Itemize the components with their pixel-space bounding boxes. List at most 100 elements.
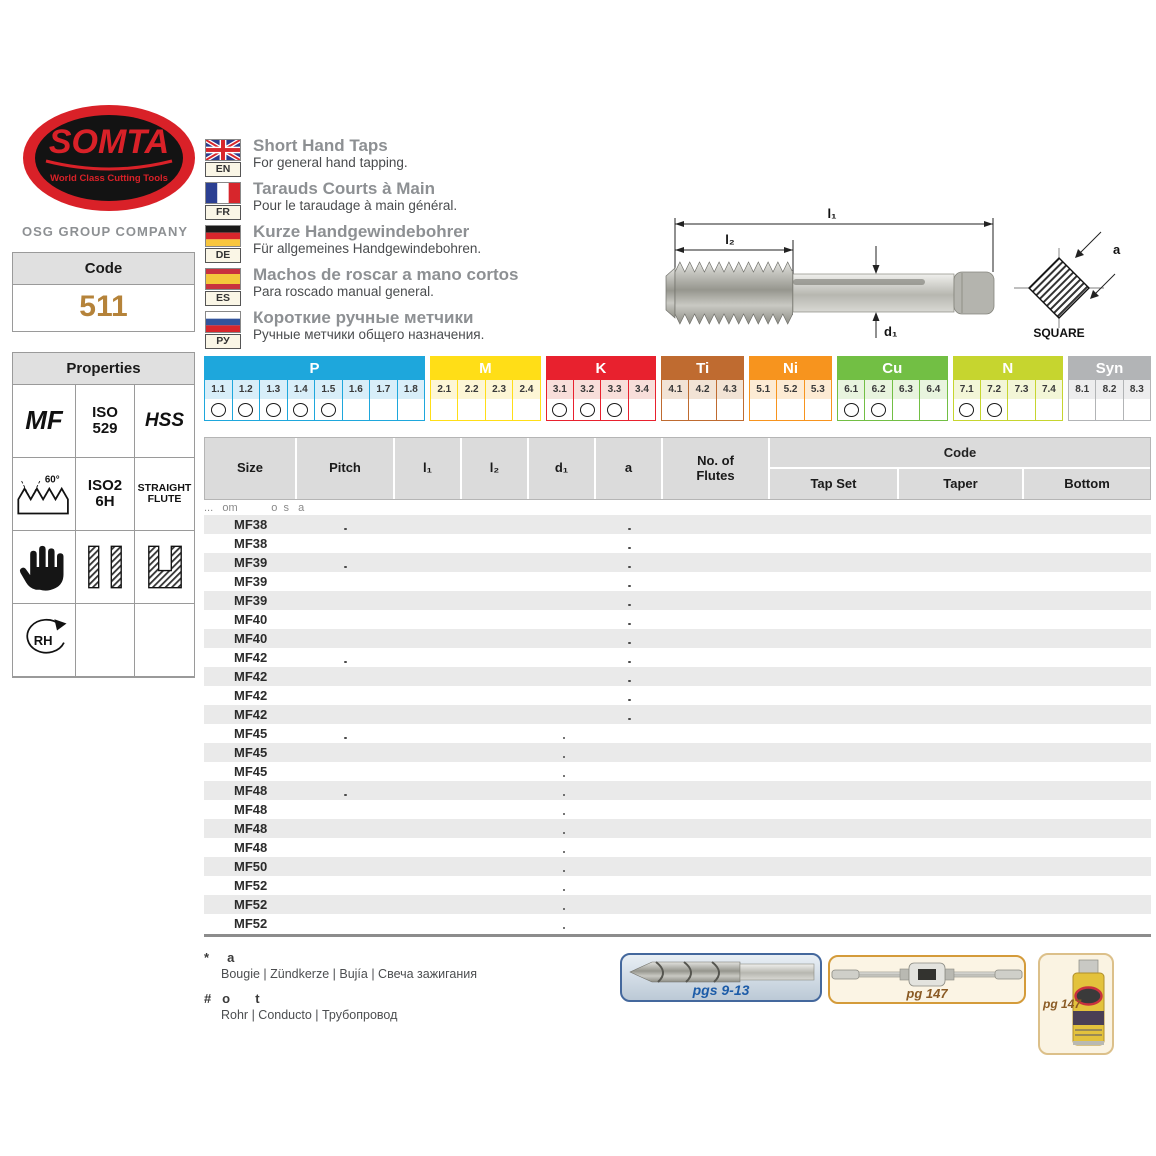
code-value: 511 [79,290,128,323]
properties-grid: MF ISO 529 HSS 60° ISO2 6H STRAIGHT FLUTE RH [13,385,194,677]
material-grade-cell: 1.1 [205,380,233,399]
material-suitability-cell [342,399,371,420]
material-grade-cell: 6.2 [865,380,893,399]
faded-decimal-dot [562,869,566,872]
table-row: MF48 [204,838,1151,857]
col-a: a [596,438,663,499]
material-suitability-cell [920,399,947,420]
material-suitability-cell [1008,399,1036,420]
material-suitability-cell [1123,399,1150,420]
language-subtitle: Pour le taraudage à main général. [253,197,458,213]
language-text: Короткие ручные метчики Ручные метчики об… [253,309,635,342]
faded-decimal-dot [562,793,566,796]
tap-square-end [953,271,995,315]
uk-flag-icon: EN [205,139,241,177]
faded-decimal-dot [628,622,631,625]
size-cell: MF42 [234,688,268,703]
thread-section [674,261,793,325]
suitable-circle-icon [293,402,309,417]
table-row: MF42 [204,648,1151,667]
material-suitability-bands: P 1.1 1.2 1.3 1.4 1.5 1.6 1.7 1.8 M 2.1 2.2 2.3 2.4 K 3… [204,356,1151,421]
material-grade-cell: 1.8 [403,384,418,395]
size-cell: MF45 [234,764,268,779]
material-suitability-cell [397,399,425,420]
material-suitability-cell [1069,399,1097,420]
cutting-spray-page-label: pg 147 [1043,997,1082,1011]
table-bottom-rule [204,934,1151,937]
table-row: MF50 [204,857,1151,876]
table-row: MF45 [204,724,1151,743]
material-band-P: P 1.1 1.2 1.3 1.4 1.5 1.6 1.7 1.8 [204,356,426,421]
suitable-circle-icon [579,402,595,417]
material-suitability-cell [804,399,831,420]
col-pitch: Pitch [297,438,395,499]
suitable-circle-icon [210,402,226,417]
suitable-circle-icon [843,402,859,417]
material-suitability-row [545,399,657,421]
faded-decimal-dot [628,584,631,587]
material-suitability-cell [287,399,316,420]
material-band-header: N [952,356,1064,380]
properties-header: Properties [13,353,194,385]
material-band-K: K 3.1 3.2 3.3 3.4 [545,356,657,421]
spray-can-icon [1072,959,1105,1046]
flag-code-label: FR [205,205,241,220]
language-block-ru: РУ Короткие ручные метчики Ручные метчики … [205,309,635,351]
table-row: MF45 [204,762,1151,781]
size-cell: MF45 [234,745,268,760]
company-name: OSG GROUP COMPANY [21,224,189,239]
language-subtitle: Ручные метчики общего назначения. [253,326,485,342]
table-row: MF40 [204,610,1151,629]
dim-l1-label: l₁ [828,206,837,221]
material-suitability-cell [750,399,778,420]
size-cell: MF38 [234,536,268,551]
hand-icon [13,531,76,604]
material-suitability-row [430,399,541,421]
faded-decimal-dot [344,660,347,663]
material-band-Ni: Ni 5.1 5.2 5.3 [749,356,832,421]
material-grade-cell: 2.4 [519,384,534,395]
material-grade-cell: 4.1 [662,380,690,399]
language-title: Короткие ручные метчики [253,308,474,327]
material-suitability-cell [838,399,866,420]
material-grade-cell: 4.3 [722,384,737,395]
material-suitability-row [952,399,1064,421]
code-box: Code 511 [12,252,195,332]
material-grade-cell: 2.1 [431,380,459,399]
table-row: MF38 [204,515,1151,534]
square-cross-section [1028,257,1090,319]
somta-logo: SOMTA World Class Cutting Tools [23,105,195,211]
material-grade-cell: 5.3 [810,384,825,395]
col-d1: d₁ [529,438,596,499]
material-grade-cell: 1.2 [233,380,261,399]
material-grade-cell: 7.1 [954,380,981,399]
material-grade-cell: 5.1 [750,380,778,399]
tap-wrench-page-label: pg 147 [906,986,948,1001]
size-cell: MF52 [234,916,268,931]
material-grades-row: 4.1 4.2 4.3 [661,380,745,399]
material-suitability-cell [953,399,981,420]
material-grade-cell: 5.2 [777,380,805,399]
square-label: SQUARE [1033,326,1084,340]
cutting-spray-reference-card: pg 147 [1038,953,1114,1055]
language-title: Kurze Handgewindebohrer [253,222,470,241]
faded-decimal-dot [562,831,566,834]
property-straight-flute: STRAIGHT FLUTE [135,458,194,531]
thread-profile-60-icon: 60° [13,458,76,531]
material-grade-cell: 7.4 [1041,384,1056,395]
suitable-circle-icon [320,402,336,417]
svg-text:60°: 60° [45,474,60,485]
faded-decimal-dot [628,641,631,644]
table-row: MF52 [204,876,1151,895]
size-cell: MF48 [234,821,268,836]
size-cell: MF42 [234,650,268,665]
footnote-translations: Bougie | Zündkerze | Bujía | Свеча зажиг… [221,967,477,982]
language-title: Machos de roscar a mano cortos [253,265,519,284]
size-cell: MF38 [234,517,268,532]
material-suitability-row [749,399,832,421]
faded-decimal-dot [628,679,631,682]
material-grade-cell: 2.3 [486,380,514,399]
material-suitability-cell [485,399,514,420]
material-grade-cell: 4.2 [689,380,717,399]
material-band-N: N 7.1 7.2 7.3 7.4 [952,356,1064,421]
